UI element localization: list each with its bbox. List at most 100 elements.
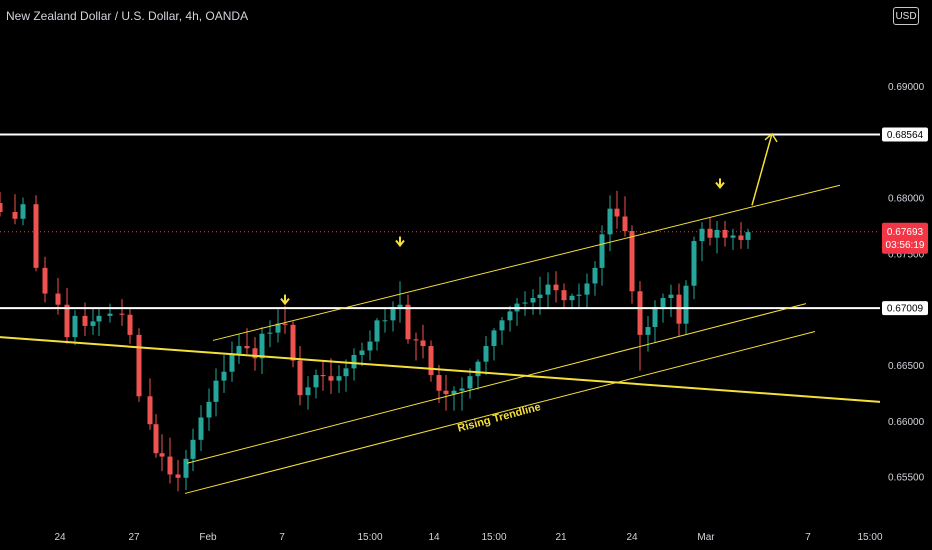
candle — [55, 277, 61, 315]
time-tick-label: 14 — [428, 532, 440, 543]
candle-body — [405, 304, 411, 340]
candle — [569, 293, 575, 310]
candle-body — [428, 346, 434, 376]
candle — [459, 377, 465, 411]
candle-body — [645, 327, 651, 335]
candle — [175, 459, 181, 492]
candle — [522, 291, 528, 316]
last-price-label: 0.67693 03:56:19 — [882, 222, 928, 254]
price-tick-label: 0.66500 — [888, 361, 925, 372]
currency-selector-button[interactable]: USD — [893, 7, 919, 25]
price-axis[interactable]: 0.69000 0.68000 0.67500 0.66500 0.66000 0.655… — [882, 82, 928, 484]
candle — [107, 303, 113, 323]
candle-body — [530, 298, 536, 303]
projection-arrow-head — [764, 132, 778, 143]
candle — [599, 225, 605, 286]
candle-body — [683, 285, 689, 324]
candle-body — [336, 376, 342, 381]
candle — [136, 328, 142, 402]
candle — [72, 310, 78, 345]
candle — [475, 359, 481, 390]
down-arrow-head — [280, 297, 290, 306]
candle — [119, 299, 125, 326]
candle — [382, 309, 388, 333]
candle — [691, 236, 697, 300]
candle — [676, 283, 682, 336]
candle — [290, 321, 296, 368]
candle-body — [569, 295, 575, 301]
candle-body — [72, 315, 78, 338]
candle — [259, 327, 265, 374]
candle-body — [545, 284, 551, 295]
last-price-value: 0.67693 — [887, 227, 924, 238]
level-price-label: 0.67009 — [882, 301, 928, 316]
candle-body — [367, 341, 373, 351]
candle — [147, 378, 153, 430]
candle-body — [607, 208, 613, 235]
candle-body — [459, 388, 465, 391]
candle — [12, 194, 18, 225]
time-tick-label: 7 — [805, 532, 811, 543]
candle — [359, 342, 365, 367]
candle-body — [127, 314, 133, 335]
candle-body — [297, 360, 303, 396]
candle — [707, 217, 713, 246]
candle — [451, 386, 457, 411]
candle — [328, 358, 334, 395]
candle-body — [397, 304, 403, 307]
candle — [252, 337, 258, 371]
candle-body — [599, 234, 605, 268]
candle — [722, 220, 728, 247]
candle — [584, 273, 590, 310]
candle-body — [282, 323, 288, 325]
candle — [267, 320, 273, 348]
candle — [745, 228, 751, 249]
trendline-annotation: Rising Trendline — [456, 401, 542, 435]
candle-body — [576, 294, 582, 296]
candle — [367, 330, 373, 361]
time-tick-label: Feb — [199, 532, 217, 543]
candle-body — [522, 302, 528, 304]
candle-body — [436, 375, 442, 391]
candle-body — [96, 315, 102, 322]
candle-body — [213, 380, 219, 402]
candle — [443, 375, 449, 411]
down-arrow-head — [395, 239, 405, 248]
candle-body — [691, 241, 697, 286]
down-arrow-icon — [715, 178, 725, 190]
candle-body — [167, 456, 173, 475]
candle — [637, 281, 643, 371]
time-tick-label: 15:00 — [357, 532, 382, 543]
candle-body — [275, 323, 281, 333]
candle-body — [483, 346, 489, 362]
candle-body — [443, 390, 449, 395]
candle — [198, 405, 204, 451]
candle-body — [359, 350, 365, 355]
candle — [699, 222, 705, 262]
time-axis[interactable]: 24 27 Feb 7 15:00 14 15:00 21 24 Mar 7 15:00 — [54, 532, 883, 543]
candle-body — [714, 229, 720, 238]
candle — [714, 220, 720, 254]
price-tick-label: 0.67500 — [888, 249, 925, 260]
drawings-layer: Rising Trendline — [0, 132, 881, 494]
candle — [336, 365, 342, 393]
candle-body — [82, 315, 88, 326]
candle-body — [229, 353, 235, 372]
time-tick-label: 15:00 — [857, 532, 882, 543]
candle-body — [668, 294, 674, 299]
chart-title: New Zealand Dollar / U.S. Dollar, 4h, OA… — [6, 9, 249, 23]
candle — [390, 301, 396, 332]
time-tick-label: 21 — [555, 532, 567, 543]
candle — [592, 261, 598, 296]
candle-body — [707, 228, 713, 238]
candle-body — [147, 396, 153, 425]
candle-body — [676, 294, 682, 324]
candle — [167, 437, 173, 484]
candle — [236, 333, 242, 364]
candle-body — [175, 474, 181, 478]
candle-body — [259, 333, 265, 359]
candle-body — [320, 375, 326, 377]
candle — [467, 368, 473, 399]
candle — [275, 309, 281, 343]
